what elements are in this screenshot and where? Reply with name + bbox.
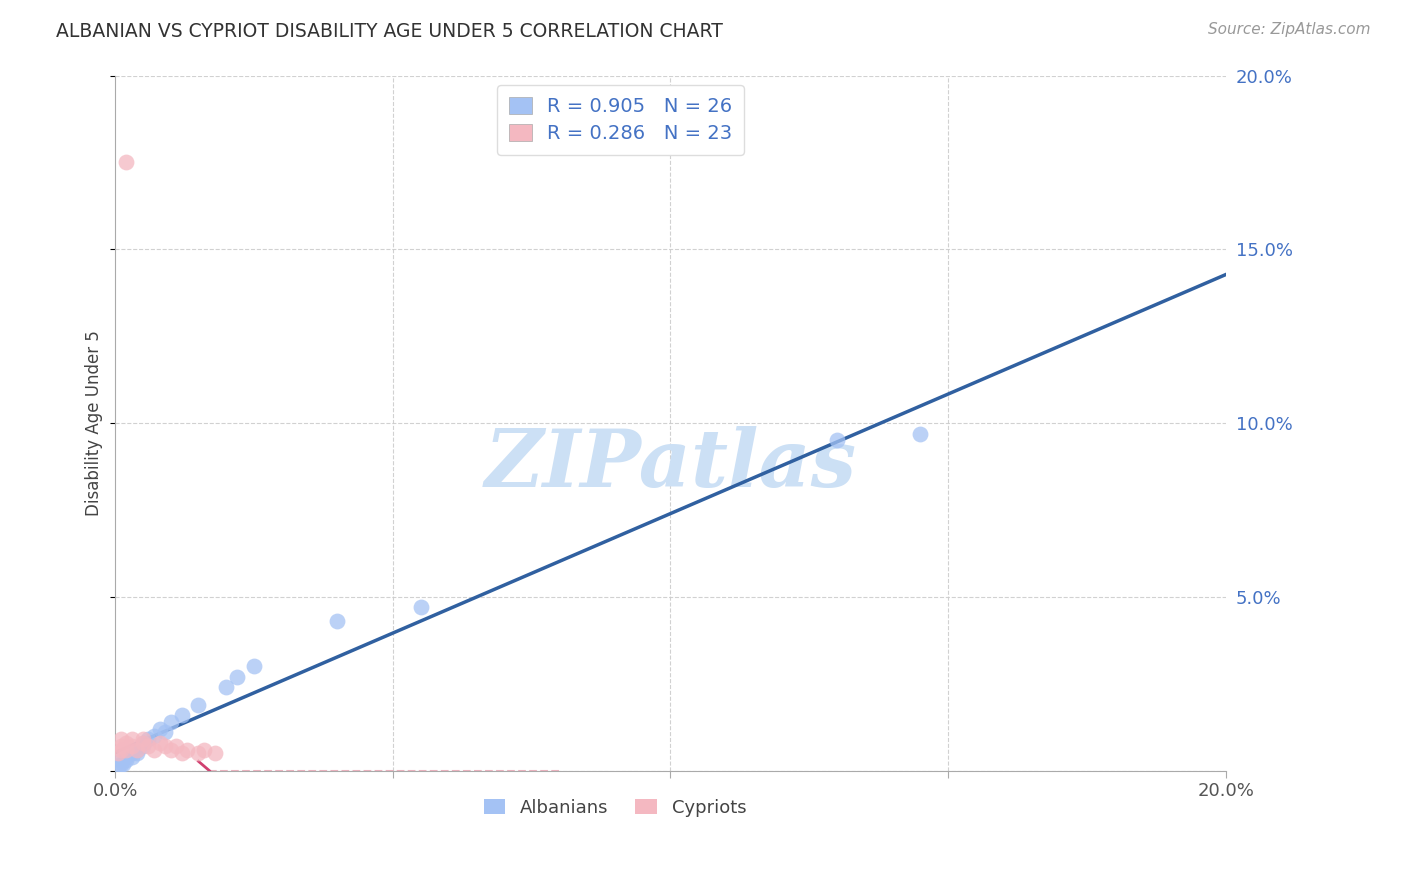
Text: ALBANIAN VS CYPRIOT DISABILITY AGE UNDER 5 CORRELATION CHART: ALBANIAN VS CYPRIOT DISABILITY AGE UNDER… [56,22,723,41]
Point [153,739,176,754]
Point [159,743,181,757]
Point [112,756,135,771]
Point [170,708,193,723]
Point [138,739,160,754]
Point [148,722,170,736]
Point [115,155,138,169]
Y-axis label: Disability Age Under 5: Disability Age Under 5 [86,330,103,516]
Point [910,426,932,441]
Point [215,680,238,694]
Point [143,729,166,743]
Point [121,747,143,761]
Point [115,749,138,764]
Point [132,736,155,750]
Point [409,600,432,615]
Point [110,756,132,771]
Point [121,732,143,747]
Point [204,747,226,761]
Point [110,753,132,767]
Point [127,743,149,757]
Point [176,743,198,757]
Point [107,747,129,761]
Point [132,732,155,747]
Point [132,736,155,750]
Point [148,736,170,750]
Point [143,743,166,757]
Text: Source: ZipAtlas.com: Source: ZipAtlas.com [1208,22,1371,37]
Point [193,743,215,757]
Point [170,747,193,761]
Point [115,736,138,750]
Point [243,659,266,673]
Point [187,698,209,712]
Point [138,732,160,747]
Point [226,670,249,684]
Point [159,714,181,729]
Point [326,614,349,628]
Text: ZIPatlas: ZIPatlas [485,426,856,504]
Point [127,743,149,757]
Point [121,749,143,764]
Point [107,760,129,774]
Point [110,743,132,757]
Point [165,739,187,754]
Point [127,747,149,761]
Point [121,739,143,754]
Point [132,739,155,754]
Point [115,743,138,757]
Point [110,739,132,754]
Legend: Albanians, Cypriots: Albanians, Cypriots [477,792,754,824]
Point [110,732,132,747]
Point [825,434,848,448]
Point [153,725,176,739]
Point [187,747,209,761]
Point [115,753,138,767]
